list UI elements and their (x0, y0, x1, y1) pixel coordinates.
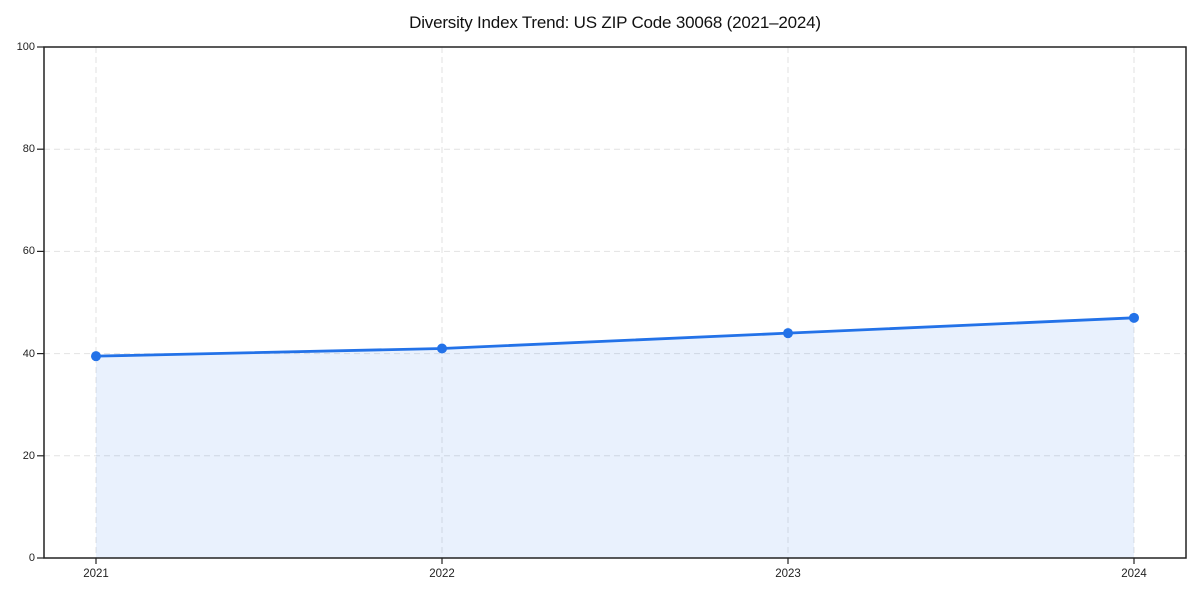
y-tick-label: 80 (22, 143, 35, 156)
y-tick-label: 20 (22, 449, 35, 462)
x-tick-label: 2022 (429, 568, 455, 580)
chart-title: Diversity Index Trend: US ZIP Code 30068… (409, 13, 821, 32)
data-point-marker (783, 328, 793, 339)
y-tick-label: 40 (22, 347, 35, 360)
data-point-marker (437, 343, 447, 354)
y-tick-label: 0 (28, 552, 35, 564)
x-tick-label: 2023 (775, 568, 801, 580)
x-tick-label: 2024 (1121, 568, 1147, 580)
data-point-marker (91, 351, 101, 362)
y-tick-label: 100 (16, 41, 35, 53)
data-point-marker (1129, 312, 1139, 323)
x-tick-label: 2021 (83, 568, 109, 580)
axes-frame (43, 46, 1187, 559)
area-fill (96, 317, 1134, 558)
trend-line (94, 316, 1136, 358)
y-tick-label: 60 (22, 245, 35, 258)
